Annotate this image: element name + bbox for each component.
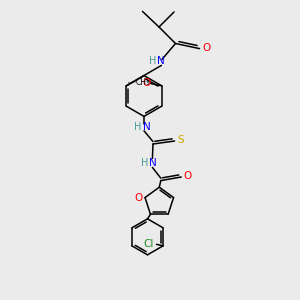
Text: S: S xyxy=(178,135,184,146)
Text: N: N xyxy=(157,56,165,66)
Text: N: N xyxy=(143,122,151,132)
Text: H: H xyxy=(149,56,156,66)
Text: H: H xyxy=(134,122,142,132)
Text: O: O xyxy=(142,78,150,88)
Text: methoxy: methoxy xyxy=(131,82,137,83)
Text: Cl: Cl xyxy=(143,239,154,249)
Text: CH₃: CH₃ xyxy=(135,78,149,87)
Text: H: H xyxy=(141,158,148,169)
Text: methoxy: methoxy xyxy=(128,82,134,83)
Text: N: N xyxy=(148,158,156,169)
Text: O: O xyxy=(183,171,192,182)
Text: O: O xyxy=(134,193,142,202)
Text: O: O xyxy=(202,43,210,53)
